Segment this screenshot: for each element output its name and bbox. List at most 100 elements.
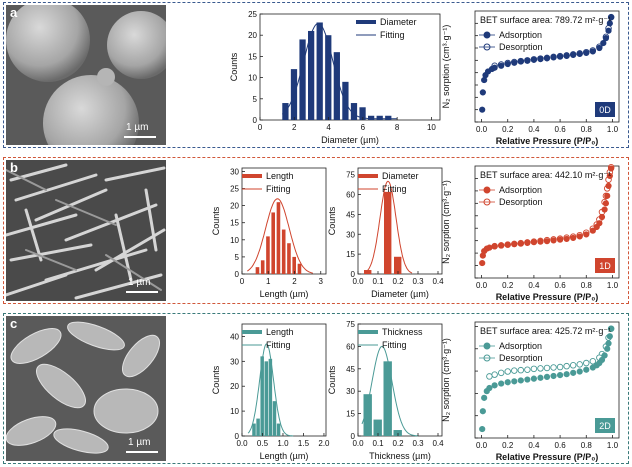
adsorption-point [517,377,524,384]
adsorption-point [491,243,498,250]
histogram-bar [299,39,306,120]
dimension-badge [595,102,615,117]
histogram-2d-length: 0.0 0.5 1.0 1.5 2.0 0 10 20 30 40 Length (µm) Count… [211,323,330,461]
adsorption-point [479,408,486,415]
adsorption-point [524,57,531,64]
x-axis-label: Relative Pressure (P/P₀) [496,136,599,146]
y-tick-label: 10 [230,236,239,245]
adsorption-point [530,239,538,246]
legend-entry-bar: Length [266,327,294,337]
adsorption-point [543,55,551,62]
y-axis-label: Counts [327,206,337,235]
y-tick-label: 5 [253,95,258,104]
legend-entry-fitting: Fitting [380,30,405,40]
legend-entry-fitting: Fitting [382,184,407,194]
desorption-point [583,359,590,367]
adsorption-point [504,60,511,68]
adsorption-point [479,89,486,96]
y-tick-label: 45 [346,210,355,219]
histogram-bar [272,401,277,436]
x-tick-label: 1.5 [298,439,310,448]
adsorption-point [511,59,518,66]
adsorption-point [491,64,498,71]
dimension-badge-label: 0D [599,105,611,115]
adsorption-point [556,236,564,243]
histogram-bar [376,115,383,120]
x-tick-label: 1.0 [607,125,619,134]
x-tick-label: 0.0 [352,277,364,286]
x-tick-label: 1.0 [607,281,619,290]
desorption-point [497,369,505,377]
adsorption-point [550,54,557,61]
y-tick-label: 45 [346,365,355,374]
y-axis-label: Counts [229,52,239,81]
x-tick-label: 1.0 [277,439,289,448]
fitting-curve [281,22,398,120]
adsorption-point [576,233,583,240]
histogram-bar [276,202,281,274]
histogram-bar [385,115,392,120]
x-tick-label: 0.4 [432,277,444,286]
x-tick-label: 6 [361,123,366,132]
adsorption-point [530,375,538,382]
plot-frame [474,10,620,123]
isotherm-0d: 0.0 0.2 0.4 0.6 0.8 1.0 Relative Pressure (P/P… [441,10,620,146]
adsorption-point [601,352,608,359]
y-axis-label: N₂ sorption (cm³·g⁻¹) [441,180,451,264]
x-tick-label: 0.3 [412,277,424,286]
y-tick-label: 0 [235,432,240,441]
adsorption-point [504,241,511,248]
histogram-1d-diameter: 0.0 0.1 0.2 0.3 0.4 0 15 30 45 60 75 Diameter (µm) C… [327,167,444,299]
histogram-bar [364,270,372,274]
histogram-bar [333,52,340,120]
adsorption-point [583,366,590,373]
panel-letter-b: b [10,160,18,175]
histogram-bar [316,22,323,121]
x-tick-label: 0.8 [581,281,593,290]
x-tick-label: 0.6 [555,441,567,450]
adsorption-point [517,240,524,247]
x-tick-label: 3 [319,277,324,286]
histogram-bar [363,394,372,436]
bet-surface-area-label: BET surface area: 789.72 m²·g⁻¹ [480,15,611,25]
desorption-point [504,368,511,375]
plot-frame [474,165,620,279]
desorption-point [517,366,525,374]
adsorption-point [606,333,613,340]
adsorption-point [583,49,590,57]
desorption-point [486,373,493,380]
x-tick-label: 4 [326,123,331,132]
y-tick-label: 60 [346,191,355,200]
fitting-curve [365,180,413,274]
x-tick-label: 1.0 [607,441,619,450]
x-tick-label: 0.0 [236,439,248,448]
bet-surface-area-label: BET surface area: 425.72 m²·g⁻¹ [480,326,611,336]
adsorption-point [504,379,511,386]
y-tick-label: 10 [230,407,239,416]
x-tick-label: 0.2 [502,125,514,134]
y-tick-label: 30 [346,230,355,239]
y-tick-label: 15 [230,219,239,228]
x-tick-label: 0.4 [432,439,444,448]
histogram-bar [264,361,269,436]
y-axis-label: Counts [327,365,337,394]
legend-entry-fitting: Fitting [266,340,291,350]
adsorption-point [583,231,590,238]
x-tick-label: 0.4 [528,125,540,134]
adsorption-point [596,44,603,52]
dimension-badge [595,418,615,433]
y-axis-label: N₂ sorption (cm³·g⁻¹) [441,25,451,109]
x-tick-label: 0.8 [581,441,593,450]
desorption-point [569,362,577,369]
adsorption-point [543,373,551,380]
adsorption-point [537,374,544,381]
adsorption-point [605,27,612,34]
desorption-point [524,366,531,373]
x-tick-label: 0.4 [528,441,540,450]
y-tick-label: 75 [346,320,355,329]
y-tick-label: 0 [351,270,356,279]
histogram-bar [373,419,382,436]
histogram-2d-thickness: 0.0 0.1 0.2 0.3 0.4 0 15 30 45 60 75 Thickness (µm)… [327,320,444,461]
histogram-bar [266,236,270,274]
